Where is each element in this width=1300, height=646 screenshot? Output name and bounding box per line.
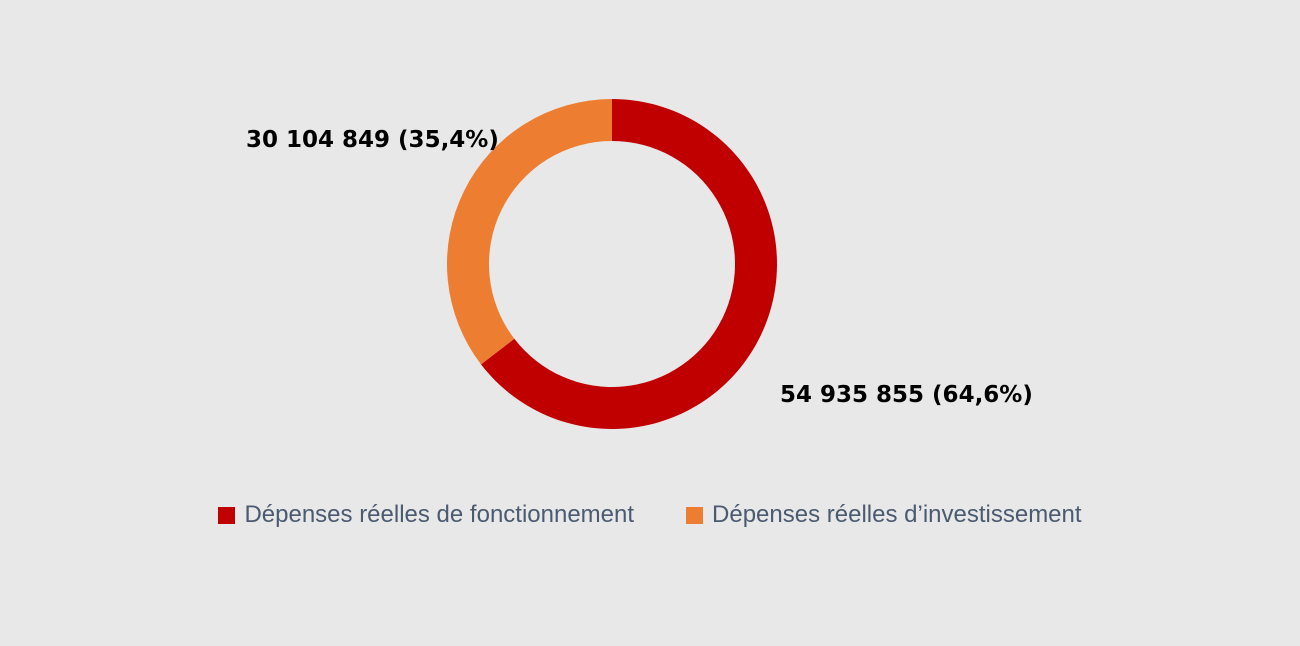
data-label-investissement: 30 104 849 (35,4%) xyxy=(246,127,499,153)
legend: Dépenses réelles de fonctionnement Dépen… xyxy=(0,498,1300,532)
legend-item-fonctionnement: Dépenses réelles de fonctionnement xyxy=(218,501,634,529)
legend-swatch-investissement xyxy=(686,506,704,524)
slice-investissement xyxy=(447,98,612,365)
legend-label-fonctionnement: Dépenses réelles de fonctionnement xyxy=(244,501,635,528)
legend-item-investissement: Dépenses réelles d’investissement xyxy=(686,501,1082,529)
legend-label-investissement: Dépenses réelles d’investissement xyxy=(712,501,1082,528)
data-label-fonctionnement: 54 935 855 (64,6%) xyxy=(780,382,1033,408)
legend-swatch-fonctionnement xyxy=(218,506,236,524)
donut-slices xyxy=(447,98,777,429)
